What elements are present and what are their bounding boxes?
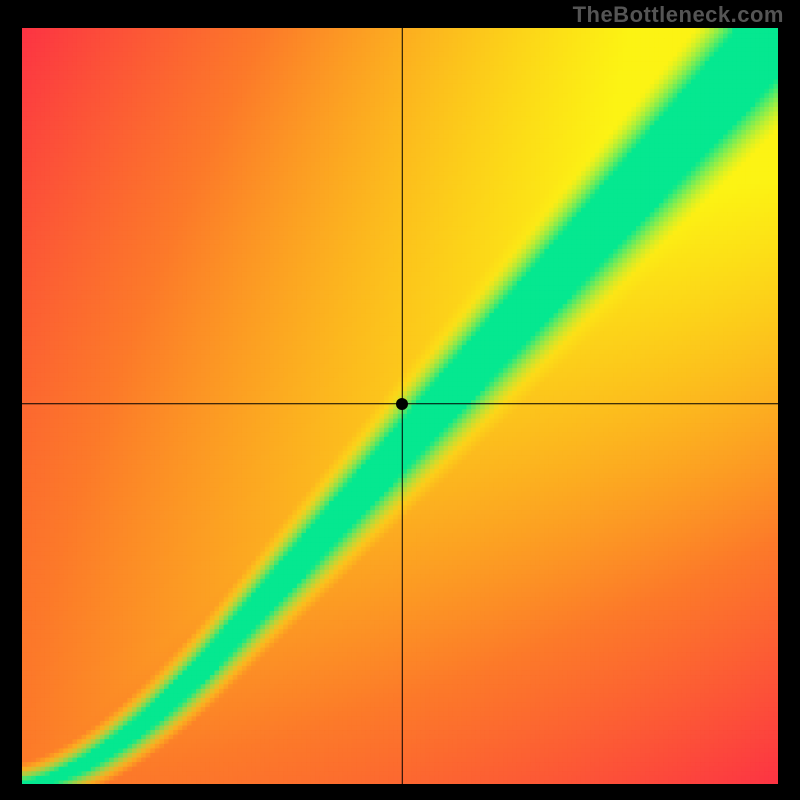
bottleneck-heatmap	[22, 28, 778, 784]
chart-container: TheBottleneck.com	[0, 0, 800, 800]
watermark-text: TheBottleneck.com	[573, 2, 784, 28]
